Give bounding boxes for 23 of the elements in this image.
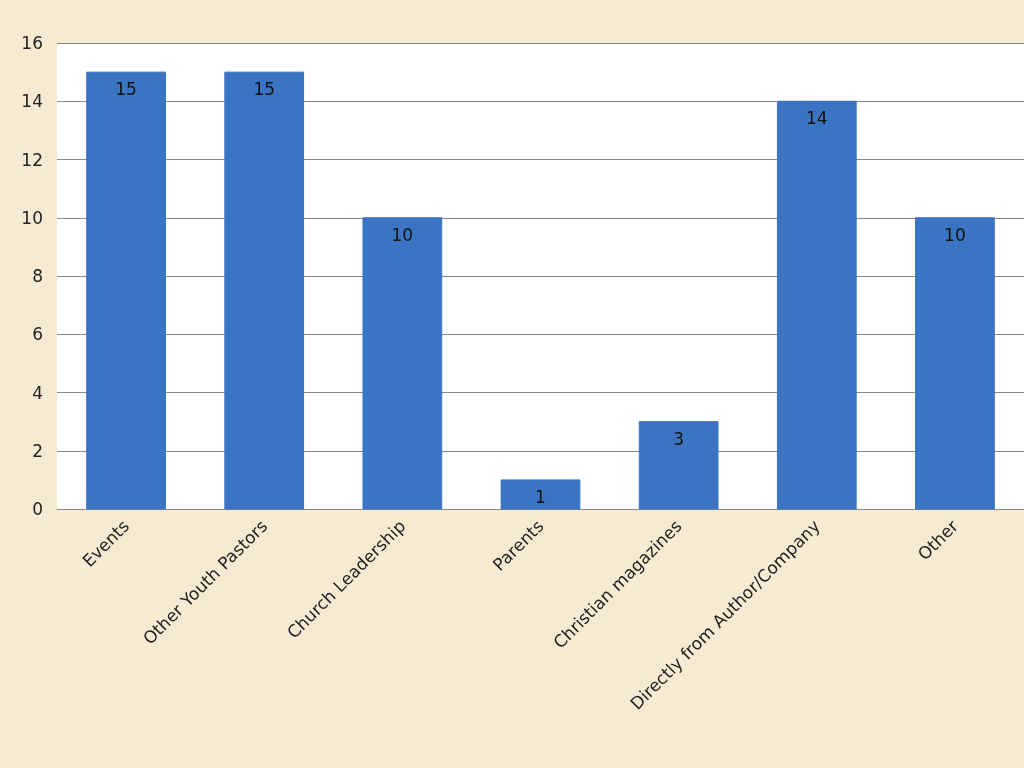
y-tick-label: 10 [21,207,43,228]
data-label: 10 [391,224,414,245]
y-tick-label: 2 [32,440,43,461]
bar [915,217,995,510]
bar [362,217,443,510]
data-label: 1 [535,486,546,507]
data-label: 15 [115,79,137,100]
data-label: 14 [805,108,828,129]
y-tick-label: 8 [32,266,43,286]
y-tick-label: 0 [32,499,43,519]
y-tick-label: 14 [21,91,43,112]
data-label: 10 [944,224,966,245]
data-label: 15 [253,79,276,100]
bar [638,421,719,510]
y-tick-label: 16 [21,33,43,53]
y-tick-label: 12 [21,149,43,170]
y-tick-label: 6 [32,324,43,345]
bar [776,100,857,510]
bar [224,71,305,510]
bar [86,71,166,510]
data-label: 3 [673,428,685,449]
bar [500,479,581,510]
y-tick-label: 4 [32,382,43,403]
